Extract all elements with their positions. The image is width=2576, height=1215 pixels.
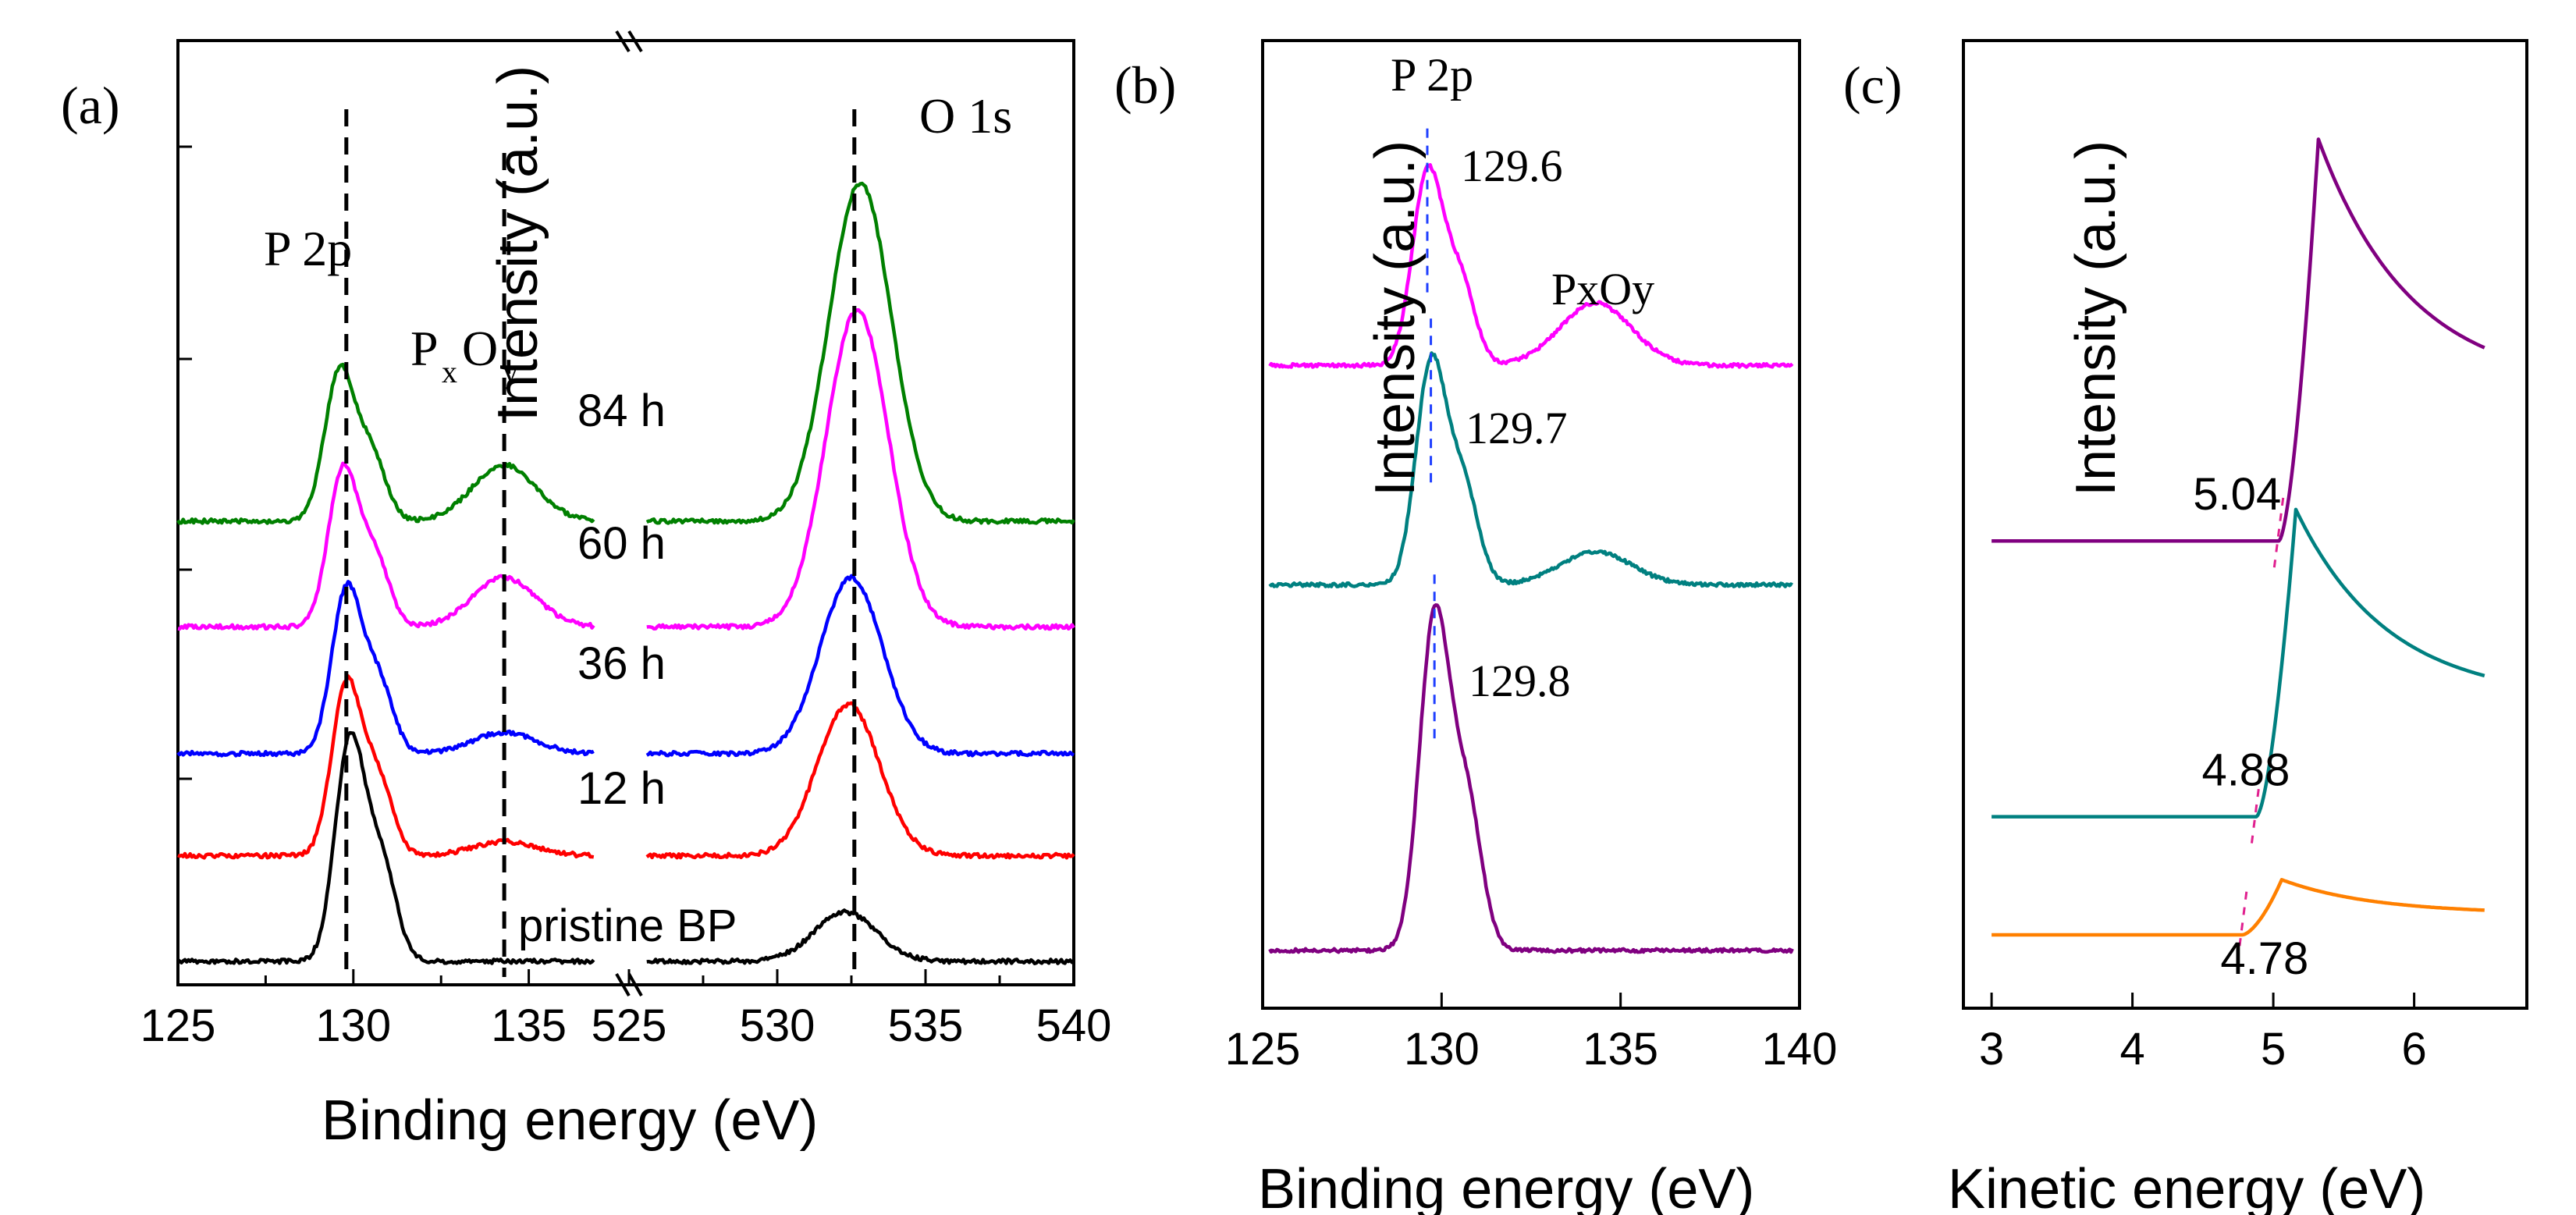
onset-value-label: 5.04 [2193,469,2281,520]
x-tick-label: 535 [888,1000,964,1051]
series-label-36h: 36 h [577,638,666,689]
panel-a-x-ticks: 125 130 135 525 530 535 540 [140,969,1112,1051]
series-line [1992,879,2485,935]
poxy-label-p: P [410,321,439,376]
panel-c-ylabel: Intensity (a.u.) [2065,140,2127,496]
x-tick-label: 530 [740,1000,815,1051]
panel-a-label: (a) [61,76,119,135]
x-tick-label: 130 [1404,1024,1480,1075]
series-line-high [647,576,1074,755]
x-tick-label: 525 [592,1000,667,1051]
x-tick-label: 125 [1225,1024,1301,1075]
series-line-low [178,676,594,858]
figure: (a) 125 130 135 525 530 535 540 P 2p P x O y O… [0,0,2576,1215]
series-line-low [178,581,594,755]
panel-c-label: (c) [1843,55,1902,115]
panel-b: (b) 125 130 135 140 P 2p PxOy 129.6 129.7 1… [1114,41,1837,1215]
panel-a-traces [178,183,1074,964]
panel-c-xlabel: Kinetic energy (eV) [1948,1158,2425,1215]
series-line-low [178,464,594,629]
series-label-84h: 84 h [577,385,666,436]
x-tick-label: 125 [140,1000,216,1051]
panel-b-x-ticks: 125 130 135 140 [1225,993,1838,1075]
series-label-60h: 60 h [577,518,666,569]
panel-b-xlabel: Binding energy (eV) [1258,1158,1754,1215]
panel-a-ylabel: Intensity (a.u.) [487,66,549,421]
x-tick-label: 130 [315,1000,391,1051]
panel-a: (a) 125 130 135 525 530 535 540 P 2p P x O y O… [61,31,1111,1152]
series-line-high [647,703,1074,858]
onset-value-label: 4.78 [2220,933,2308,984]
x-tick-label: 135 [491,1000,567,1051]
panel-b-traces [1270,129,1793,953]
x-tick-label: 5 [2261,1024,2286,1075]
series-label-12h: 12 h [577,763,666,814]
p2p-label: P 2p [264,221,352,276]
peak-value-label: 129.6 [1461,140,1563,191]
peak-value-label: 129.7 [1466,403,1568,453]
panel-c: (c) 3 4 5 6 4.78 4.88 5.04 Intensity (a.u.) K… [1843,41,2527,1215]
series-line [1270,165,1793,367]
x-tick-label: 3 [1979,1024,2004,1075]
panel-b-ylabel: Intensity (a.u.) [1364,140,1427,496]
panel-b-label: (b) [1114,55,1176,115]
x-tick-label: 6 [2401,1024,2426,1075]
panel-b-p2p-label: P 2p [1391,49,1473,101]
panel-a-xlabel: Binding energy (eV) [322,1089,818,1152]
series-line [1270,353,1793,586]
panel-c-x-ticks: 3 4 5 6 [1979,993,2427,1075]
poxy-label-x: x [442,354,457,389]
panel-c-frame [1963,41,2527,1008]
x-tick-label: 540 [1036,1000,1112,1051]
x-tick-label: 140 [1762,1024,1838,1075]
o1s-label: O 1s [919,88,1012,144]
x-tick-label: 135 [1583,1024,1658,1075]
series-label-pristine: pristine BP [518,901,737,951]
series-line-high [647,183,1074,524]
onset-value-label: 4.88 [2201,745,2290,796]
series-line-high [647,310,1074,629]
peak-value-label: 129.8 [1469,655,1571,706]
panel-b-poxy-label: PxOy [1551,264,1654,314]
x-tick-label: 4 [2119,1024,2144,1075]
